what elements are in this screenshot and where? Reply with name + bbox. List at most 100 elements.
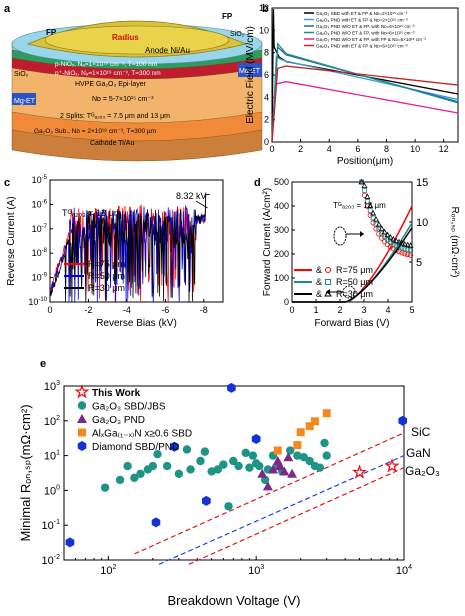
ron-marker <box>381 228 388 235</box>
data-point-hexagon <box>251 434 261 444</box>
nd-label: Nᴅ = 5-7×10¹⁵ cm⁻³ <box>92 96 154 103</box>
y-tick-label: 10 <box>259 25 269 35</box>
ron-marker <box>398 239 405 246</box>
data-point-square <box>305 422 314 431</box>
data-point-circle <box>213 465 222 474</box>
y-tick-label: 0 <box>264 137 269 147</box>
x-tick-label: -8 <box>200 305 208 315</box>
ron-marker <box>384 231 391 238</box>
ron-marker <box>361 182 368 188</box>
ron-marker <box>378 225 385 231</box>
ron-marker <box>407 242 414 248</box>
x-tick-label: 0 <box>289 305 294 315</box>
panel-b-letter: b <box>262 3 269 15</box>
y2-tick-label: 10 <box>416 217 428 229</box>
data-point-circle <box>315 463 325 472</box>
series-line-2 <box>49 194 210 303</box>
y-tick-label: 500 <box>274 177 289 187</box>
ron-marker <box>367 202 374 208</box>
y-tick-label: 2 <box>264 115 269 125</box>
ron-marker <box>399 245 405 251</box>
y-tick-label: 10-1 <box>42 519 61 532</box>
limit-line-0 <box>134 432 405 555</box>
data-point-circle <box>241 448 250 458</box>
data-point-square <box>322 409 331 418</box>
ron-marker <box>404 241 411 248</box>
series-line-1 <box>271 56 459 143</box>
panel-d-plot-frame <box>291 181 413 303</box>
data-point-hexagon <box>151 517 161 528</box>
data-point-circle <box>130 473 139 483</box>
legend-label-4: Diamond SBD/PND <box>92 442 179 453</box>
data-point-circle <box>248 451 258 460</box>
ga2o3-label: Ga₂O₃ <box>405 464 440 478</box>
y-axis-label: Forward Current (A/cm²) <box>262 188 273 296</box>
x-tick-label: -4 <box>123 305 131 315</box>
x-tick-label: 104 <box>396 564 412 577</box>
x-tick-label: 0 <box>269 144 274 154</box>
ron-marker <box>364 203 370 209</box>
legend-marker-4 <box>77 441 87 451</box>
y-axis-label: Reverse Current (A) <box>6 196 17 285</box>
legend-label-4: Ga₂O₃ PND W/O ET & FP, with FP & Nᴅ=6×10… <box>316 37 426 42</box>
data-point-circle <box>286 446 295 455</box>
x-tick-label: 4 <box>327 144 332 154</box>
data-point-triangle <box>275 461 286 471</box>
ron-marker <box>379 230 385 236</box>
data-point-hexagon <box>170 441 179 452</box>
ron-marker-callout <box>333 226 347 246</box>
thickness-annotation: Tᴳₐ₂ₒ₃ = 13 μm <box>333 201 386 210</box>
legend-marker <box>324 290 332 297</box>
ron-marker <box>405 251 411 258</box>
anode-label: Anode Ni/Au <box>145 46 190 55</box>
ron-arrow-head <box>360 231 364 237</box>
series-line-0 <box>271 9 459 143</box>
breakdown-annotation: 8.32 kV <box>176 191 207 201</box>
ron-marker <box>393 243 399 249</box>
ron-marker <box>396 238 403 245</box>
panel-d: d 0 1 2 3 4 5 0 100 200 300 400 500 5 10 15 Forward Bias… <box>254 177 460 329</box>
legend-amp: & <box>316 265 322 275</box>
panel-d-letter: d <box>254 177 261 189</box>
sio2-left-label: SiO₂ <box>14 71 29 78</box>
ron-marker <box>362 188 367 193</box>
radius-label: Radius <box>112 33 139 42</box>
legend-marker-2 <box>77 414 87 423</box>
series-line-5 <box>271 65 459 143</box>
epi-layer <box>11 67 263 124</box>
data-point-square <box>293 441 302 450</box>
data-point-square <box>273 446 282 455</box>
x-axis-label: Forward Bias (V) <box>314 318 389 329</box>
splits-label: 2 Splits: Tᴳₐ₂ₒ₃ = 7.5 μm and 13 μm <box>60 113 170 120</box>
x-tick-label: 4 <box>385 305 390 315</box>
data-point-circle <box>148 461 158 471</box>
legend-label-0: R=75 μm <box>88 259 125 269</box>
panel-a-letter: a <box>4 3 11 15</box>
y-tick-label: 10-10 <box>28 297 47 307</box>
ron-marker <box>370 209 377 216</box>
ron-marker <box>402 251 408 257</box>
data-point-circle <box>305 456 314 466</box>
data-point-circle <box>174 469 184 478</box>
x-tick-label: 3 <box>361 305 366 315</box>
y-tick-label: 10-7 <box>32 224 48 234</box>
x-tick-label: 1 <box>313 305 318 315</box>
legend-marker <box>325 267 331 273</box>
cathode-label: Cathode Ti/Au <box>90 140 134 147</box>
y-tick-label: 8 <box>264 48 269 58</box>
y-axis-label: Minimal Rₒₙ,ₛₚ(mΩ·cm²) <box>18 404 33 541</box>
data-point-triangle <box>287 468 298 478</box>
panel-e-letter: e <box>40 358 46 370</box>
ron-marker <box>370 220 376 226</box>
legend-label-1: Ga₂O₃ PND with ET & FP & Nᴅ=2×10¹⁵ cm⁻³ <box>316 18 408 23</box>
data-point-triangle <box>268 464 279 474</box>
ron-marker <box>396 244 402 250</box>
y-tick-label: 4 <box>264 92 269 102</box>
panel-a: a FP FP Radius Anode Ni/Au SiO₂ SiO₂ p-NiOₓ, Nₐ… <box>4 3 263 162</box>
y2-tick-label: 15 <box>416 177 428 189</box>
data-point-circle <box>229 456 238 466</box>
data-point-circle <box>224 502 233 511</box>
x-tick-label: 5 <box>409 305 414 315</box>
ron-marker <box>379 235 385 241</box>
